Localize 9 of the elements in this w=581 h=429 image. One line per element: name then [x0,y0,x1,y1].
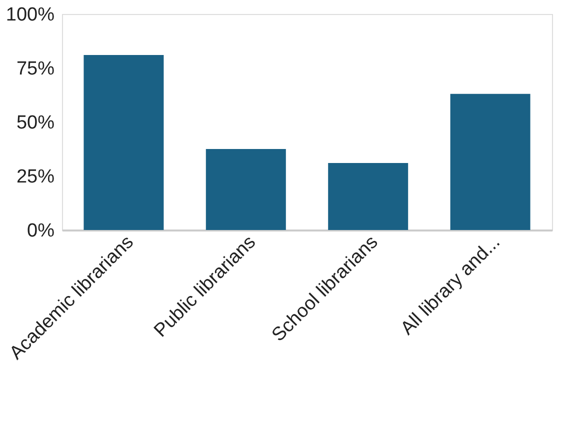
y-tick-label: 50% [16,112,55,134]
bar [328,163,408,230]
y-tick-label: 25% [16,166,55,188]
bar [206,149,286,230]
bar [84,55,164,230]
y-tick-label: 75% [16,58,55,80]
bar [450,94,530,230]
y-tick-label: 0% [27,220,55,242]
y-tick-label: 100% [6,4,55,26]
